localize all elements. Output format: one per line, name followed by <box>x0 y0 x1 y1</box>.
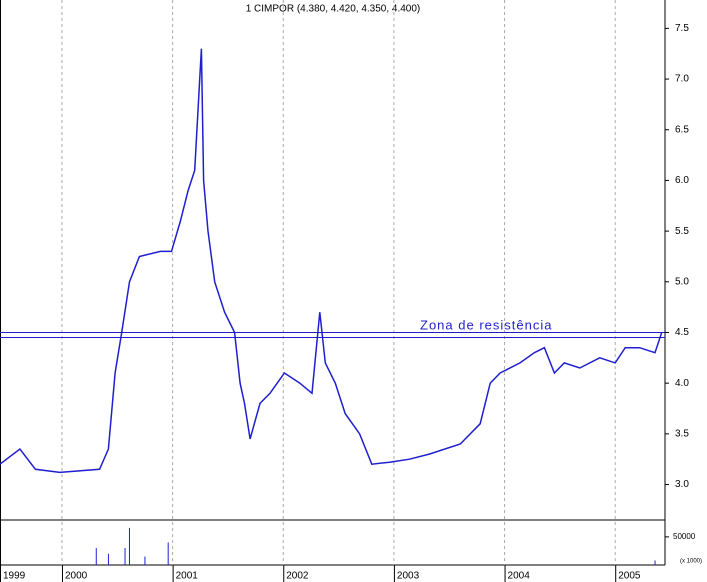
x-tick-label: 2004 <box>508 571 531 582</box>
x-tick-label: 2005 <box>618 571 641 582</box>
x-tick-label: 2001 <box>176 571 199 582</box>
volume-tick-label: 50000 <box>673 532 696 541</box>
y-tick-label: 3.5 <box>675 428 689 439</box>
price-line <box>0 48 663 474</box>
annotation: Zona de resistência <box>420 317 552 332</box>
y-tick-label: 3.0 <box>675 479 689 490</box>
x-tick-label: 2003 <box>397 571 420 582</box>
y-tick-label: 5.0 <box>675 276 689 287</box>
y-tick-label: 6.5 <box>675 124 689 135</box>
y-tick-label: 5.5 <box>675 226 689 237</box>
volume-unit: (x 1000) <box>680 559 702 565</box>
x-tick-label: 1999 <box>3 571 26 582</box>
x-tick-label: 2000 <box>65 571 88 582</box>
chart-title: 1 CIMPOR (4.380, 4.420, 4.350, 4.400) <box>246 4 421 15</box>
y-tick-label: 4.5 <box>675 327 689 338</box>
y-tick-label: 7.5 <box>675 23 689 34</box>
y-tick-label: 6.0 <box>675 175 689 186</box>
y-tick-label: 4.0 <box>675 378 689 389</box>
y-tick-label: 7.0 <box>675 74 689 85</box>
x-tick-label: 2002 <box>286 571 309 582</box>
